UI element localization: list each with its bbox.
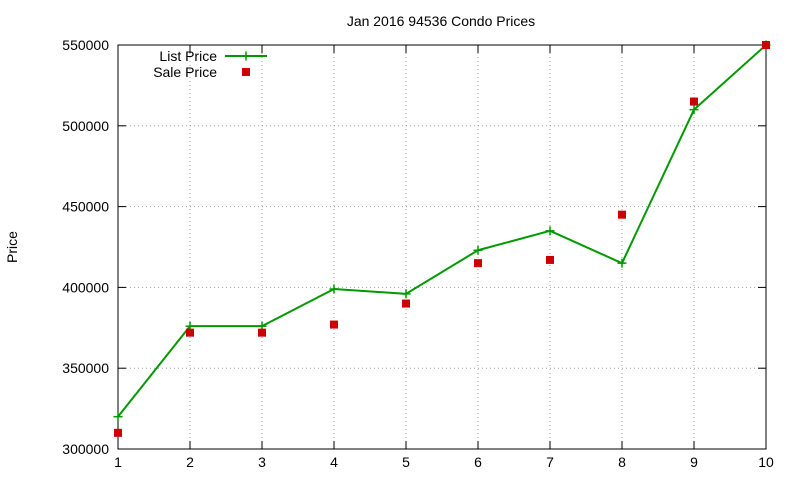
list-price-point — [617, 258, 627, 268]
x-tick-label: 7 — [546, 454, 554, 470]
sale-price-point — [114, 428, 122, 437]
y-tick-label: 500000 — [62, 118, 109, 134]
series-layer — [113, 40, 771, 437]
x-tick-label: 5 — [402, 454, 410, 470]
chart-title: Jan 2016 94536 Condo Prices — [347, 13, 535, 29]
y-tick-label: 300000 — [62, 441, 109, 457]
sale-price-point — [186, 328, 194, 337]
y-tick-label: 450000 — [62, 199, 109, 215]
x-tick-label: 6 — [474, 454, 482, 470]
list-price-point — [113, 412, 123, 422]
x-tick-label: 3 — [258, 454, 266, 470]
legend-label: Sale Price — [153, 64, 217, 80]
x-tick-label: 8 — [618, 454, 626, 470]
sale-price-point — [330, 320, 338, 329]
legend-marker — [242, 68, 250, 76]
y-axis-label: Price — [4, 231, 20, 263]
sale-price-point — [258, 328, 266, 337]
sale-price-point — [690, 97, 698, 106]
sale-price-point — [762, 41, 770, 49]
list-price-point — [473, 245, 483, 255]
list-price-point — [401, 289, 411, 299]
series-line-list-price — [117, 44, 767, 418]
sale-price-point — [402, 299, 410, 308]
x-tick-label: 2 — [186, 454, 194, 470]
list-price-point — [689, 105, 699, 115]
x-tick-label: 1 — [114, 454, 122, 470]
x-tick-labels: 1 2 3 4 5 6 7 8 9 10 — [114, 454, 774, 470]
y-tick-label: 400000 — [62, 279, 109, 295]
legend-label: List Price — [159, 48, 217, 64]
list-price-point — [545, 226, 555, 236]
x-tick-label: 4 — [330, 454, 338, 470]
x-tick-label: 9 — [690, 454, 698, 470]
grid — [118, 45, 766, 449]
ticks — [117, 44, 767, 450]
plot-border — [117, 44, 767, 450]
sale-price-point — [546, 255, 554, 264]
y-tick-labels: 300000 350000 400000 450000 500000 550000 — [62, 37, 109, 457]
y-tick-label: 350000 — [62, 360, 109, 376]
sale-price-point — [618, 210, 626, 219]
list-price-point — [329, 284, 339, 294]
sale-price-point — [474, 259, 482, 268]
x-tick-label: 10 — [758, 454, 774, 470]
legend-marker — [241, 51, 251, 61]
y-tick-label: 550000 — [62, 37, 109, 53]
